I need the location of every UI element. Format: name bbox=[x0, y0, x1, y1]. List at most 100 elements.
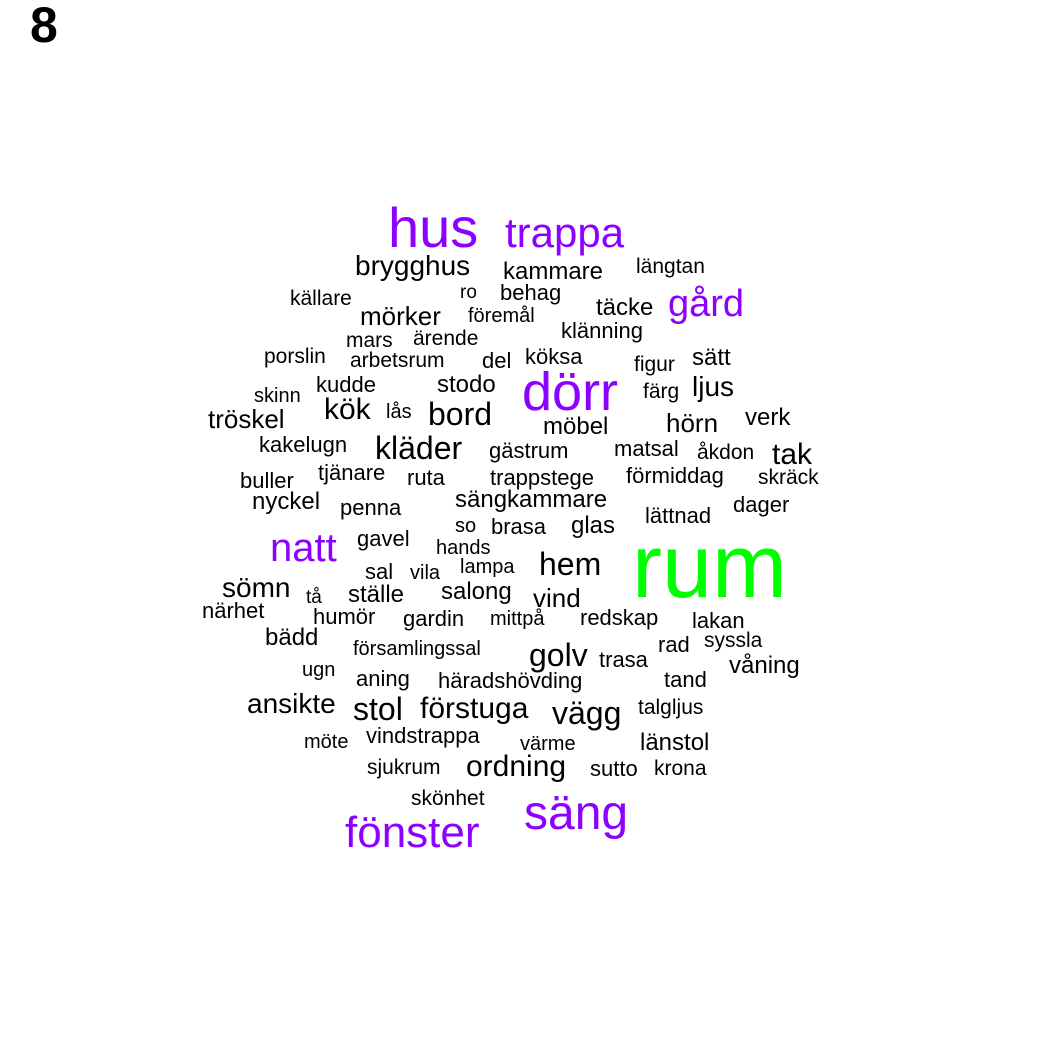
word-längtan: längtan bbox=[636, 255, 705, 278]
word-nyckel: nyckel bbox=[252, 488, 321, 515]
word-figur: figur bbox=[634, 353, 675, 376]
word-kakelugn: kakelugn bbox=[259, 432, 348, 457]
word-vind: vind bbox=[533, 583, 581, 613]
word-sängkammare: sängkammare bbox=[455, 486, 608, 513]
word-klänning: klänning bbox=[561, 318, 643, 343]
word-förmiddag: förmiddag bbox=[626, 463, 724, 488]
word-tå: tå bbox=[306, 587, 322, 608]
word-mittpå: mittpå bbox=[490, 608, 545, 630]
word-dörr: dörr bbox=[522, 362, 619, 422]
word-ljus: ljus bbox=[692, 371, 735, 402]
word-lakan: lakan bbox=[692, 608, 745, 633]
word-lås: lås bbox=[386, 401, 412, 423]
word-närhet: närhet bbox=[202, 598, 265, 623]
word-ärende: ärende bbox=[413, 327, 479, 350]
word-säng: säng bbox=[524, 787, 629, 840]
word-aning: aning bbox=[356, 666, 410, 691]
word-skinn: skinn bbox=[254, 385, 301, 407]
word-golv: golv bbox=[529, 637, 588, 673]
word-ordning: ordning bbox=[466, 750, 567, 783]
word-församlingssal: församlingssal bbox=[353, 638, 481, 660]
word-salong: salong bbox=[441, 578, 512, 605]
word-gavel: gavel bbox=[357, 526, 410, 551]
word-rad: rad bbox=[658, 632, 690, 657]
word-arbetsrum: arbetsrum bbox=[350, 349, 445, 372]
word-kammare: kammare bbox=[503, 258, 604, 285]
word-so: so bbox=[455, 515, 477, 537]
word-glas: glas bbox=[571, 512, 616, 539]
word-trappstege: trappstege bbox=[490, 465, 594, 490]
word-sutto: sutto bbox=[590, 756, 638, 781]
word-åkdon: åkdon bbox=[697, 441, 755, 464]
word-ställe: ställe bbox=[348, 581, 405, 608]
word-häradshövding: häradshövding bbox=[438, 668, 583, 693]
word-möbel: möbel bbox=[543, 413, 609, 440]
word-syssla: syssla bbox=[704, 629, 763, 652]
word-humör: humör bbox=[313, 604, 376, 629]
word-penna: penna bbox=[340, 495, 402, 520]
word-verk: verk bbox=[745, 404, 791, 431]
word-tak: tak bbox=[772, 438, 813, 471]
word-hörn: hörn bbox=[666, 408, 719, 438]
word-hem: hem bbox=[539, 546, 602, 582]
word-ugn: ugn bbox=[302, 659, 336, 681]
word-föremål: föremål bbox=[468, 305, 535, 327]
word-mars: mars bbox=[346, 329, 393, 352]
word-hands: hands bbox=[436, 537, 491, 559]
word-hus: hus bbox=[388, 196, 479, 259]
word-gardin: gardin bbox=[403, 606, 465, 631]
word-brasa: brasa bbox=[491, 514, 547, 539]
word-buller: buller bbox=[240, 468, 294, 493]
word-lättnad: lättnad bbox=[645, 503, 712, 528]
word-gästrum: gästrum bbox=[489, 438, 569, 463]
word-kudde: kudde bbox=[316, 372, 376, 397]
word-trappa: trappa bbox=[505, 209, 625, 256]
word-behag: behag bbox=[500, 280, 562, 305]
word-dager: dager bbox=[733, 492, 790, 517]
word-kläder: kläder bbox=[375, 430, 463, 466]
word-bord: bord bbox=[428, 396, 493, 432]
word-möte: möte bbox=[304, 731, 349, 753]
word-vindstrappa: vindstrappa bbox=[366, 723, 480, 748]
word-krona: krona bbox=[654, 757, 707, 780]
word-mörker: mörker bbox=[360, 301, 441, 331]
word-talgljus: talgljus bbox=[638, 696, 704, 719]
word-värme: värme bbox=[520, 733, 576, 755]
word-sal: sal bbox=[365, 559, 394, 584]
word-fönster: fönster bbox=[345, 808, 480, 857]
word-sjukrum: sjukrum bbox=[367, 756, 441, 779]
word-matsal: matsal bbox=[614, 436, 679, 461]
word-sömn: sömn bbox=[222, 572, 291, 603]
word-färg: färg bbox=[643, 380, 680, 403]
word-natt: natt bbox=[270, 526, 337, 570]
word-kök: kök bbox=[324, 393, 371, 426]
word-tröskel: tröskel bbox=[208, 404, 285, 434]
word-trasa: trasa bbox=[599, 647, 648, 672]
word-lampa: lampa bbox=[460, 556, 515, 578]
word-ruta: ruta bbox=[407, 465, 445, 490]
word-täcke: täcke bbox=[596, 294, 654, 321]
word-länstol: länstol bbox=[640, 729, 710, 756]
word-bädd: bädd bbox=[265, 624, 319, 651]
word-stodo: stodo bbox=[437, 371, 496, 398]
word-tand: tand bbox=[664, 667, 707, 692]
word-ro: ro bbox=[460, 282, 477, 303]
word-gård: gård bbox=[668, 283, 745, 325]
word-köksa: köksa bbox=[525, 344, 583, 369]
word-redskap: redskap bbox=[580, 605, 659, 630]
word-porslin: porslin bbox=[264, 345, 326, 368]
word-källare: källare bbox=[290, 287, 352, 310]
word-skönhet: skönhet bbox=[411, 787, 485, 810]
word-stol: stol bbox=[353, 691, 403, 727]
word-ansikte: ansikte bbox=[247, 688, 336, 719]
word-tjänare: tjänare bbox=[318, 460, 386, 485]
word-vägg: vägg bbox=[552, 695, 622, 731]
word-rum: rum bbox=[632, 517, 787, 617]
word-vila: vila bbox=[410, 562, 441, 584]
word-våning: våning bbox=[729, 652, 800, 679]
word-sätt: sätt bbox=[692, 344, 731, 371]
panel-label: 8 bbox=[30, 0, 58, 53]
word-skräck: skräck bbox=[758, 466, 819, 489]
word-förstuga: förstuga bbox=[420, 692, 529, 725]
